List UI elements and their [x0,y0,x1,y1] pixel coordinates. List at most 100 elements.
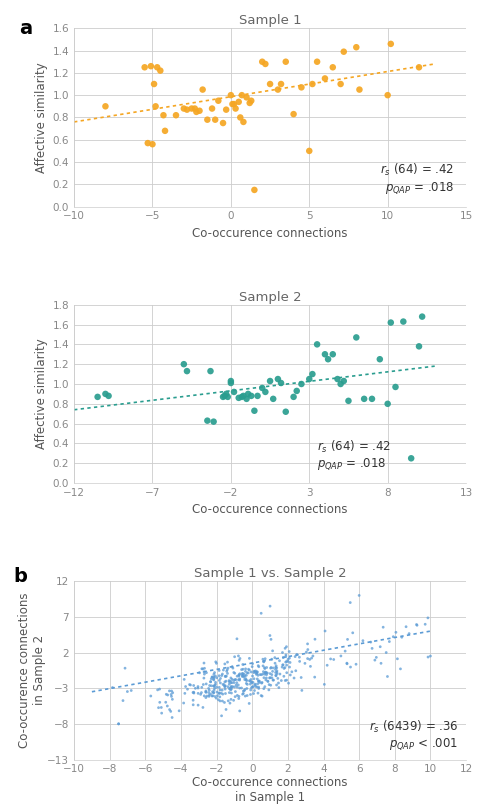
Point [259,653,267,666]
Point [272,666,280,679]
Point [211,690,219,703]
Point [202,686,210,699]
Point [376,353,384,366]
Point [141,61,149,74]
Point [309,650,317,663]
Point [229,662,237,675]
Point [235,654,243,667]
Point [281,661,289,674]
Point [194,699,202,712]
Point [150,78,158,90]
Point [305,145,313,158]
Point [258,676,266,689]
Point [321,625,329,638]
Point [226,682,233,695]
Point [247,675,254,688]
Point [261,385,269,398]
Point [240,667,248,680]
Point [243,91,250,104]
Point [210,687,217,700]
Point [205,690,213,703]
Point [283,659,291,671]
Point [200,666,208,679]
Point [255,660,262,673]
Point [219,663,227,676]
Point [329,347,337,360]
Text: a: a [19,19,33,38]
Point [228,676,236,689]
Point [239,687,247,700]
Point [274,83,282,96]
Point [224,667,231,680]
Point [180,358,188,371]
Point [239,663,247,675]
Point [279,646,286,659]
Point [295,650,303,663]
Point [219,390,227,403]
Point [279,659,287,671]
Point [305,372,313,385]
Point [247,678,254,691]
Point [288,665,296,678]
Point [213,671,221,684]
Point [163,700,171,713]
Point [283,655,291,668]
Point [160,109,167,122]
Point [248,675,255,688]
Point [254,687,262,700]
Point [340,45,348,58]
Point [238,89,246,102]
Point [224,680,232,693]
Point [232,679,240,692]
Point [248,95,255,107]
Point [222,670,229,683]
Point [206,364,214,377]
Point [278,661,286,674]
Point [227,684,235,696]
Point [352,40,360,53]
Point [265,684,272,696]
Point [276,654,283,667]
Point [258,690,266,703]
Point [250,684,258,697]
Point [260,682,268,695]
Point [235,690,243,703]
Point [208,102,216,115]
Point [206,684,213,696]
Point [392,626,400,639]
Point [405,627,413,640]
Point [266,629,274,642]
Point [266,671,274,684]
Point [239,667,247,680]
Point [275,676,282,689]
Point [167,688,175,701]
Point [390,630,397,643]
Point [243,689,251,702]
Point [207,675,215,688]
Point [233,670,241,683]
Point [268,668,276,681]
Point [215,687,223,700]
Point [261,652,269,665]
Point [268,653,276,666]
Point [298,81,305,94]
Point [226,683,234,696]
Point [204,113,211,126]
Point [393,652,401,665]
Point [260,671,268,684]
Point [223,670,230,683]
Point [228,673,236,686]
Point [240,671,248,684]
Point [181,687,189,700]
Point [208,689,216,702]
Point [384,89,391,102]
Point [292,664,300,677]
Point [236,652,244,665]
Point [238,681,245,694]
Point [252,680,260,692]
Point [200,657,208,670]
Point [252,664,260,677]
Point [235,673,242,686]
Title: Sample 1 vs. Sample 2: Sample 1 vs. Sample 2 [194,567,347,580]
Point [182,680,189,693]
